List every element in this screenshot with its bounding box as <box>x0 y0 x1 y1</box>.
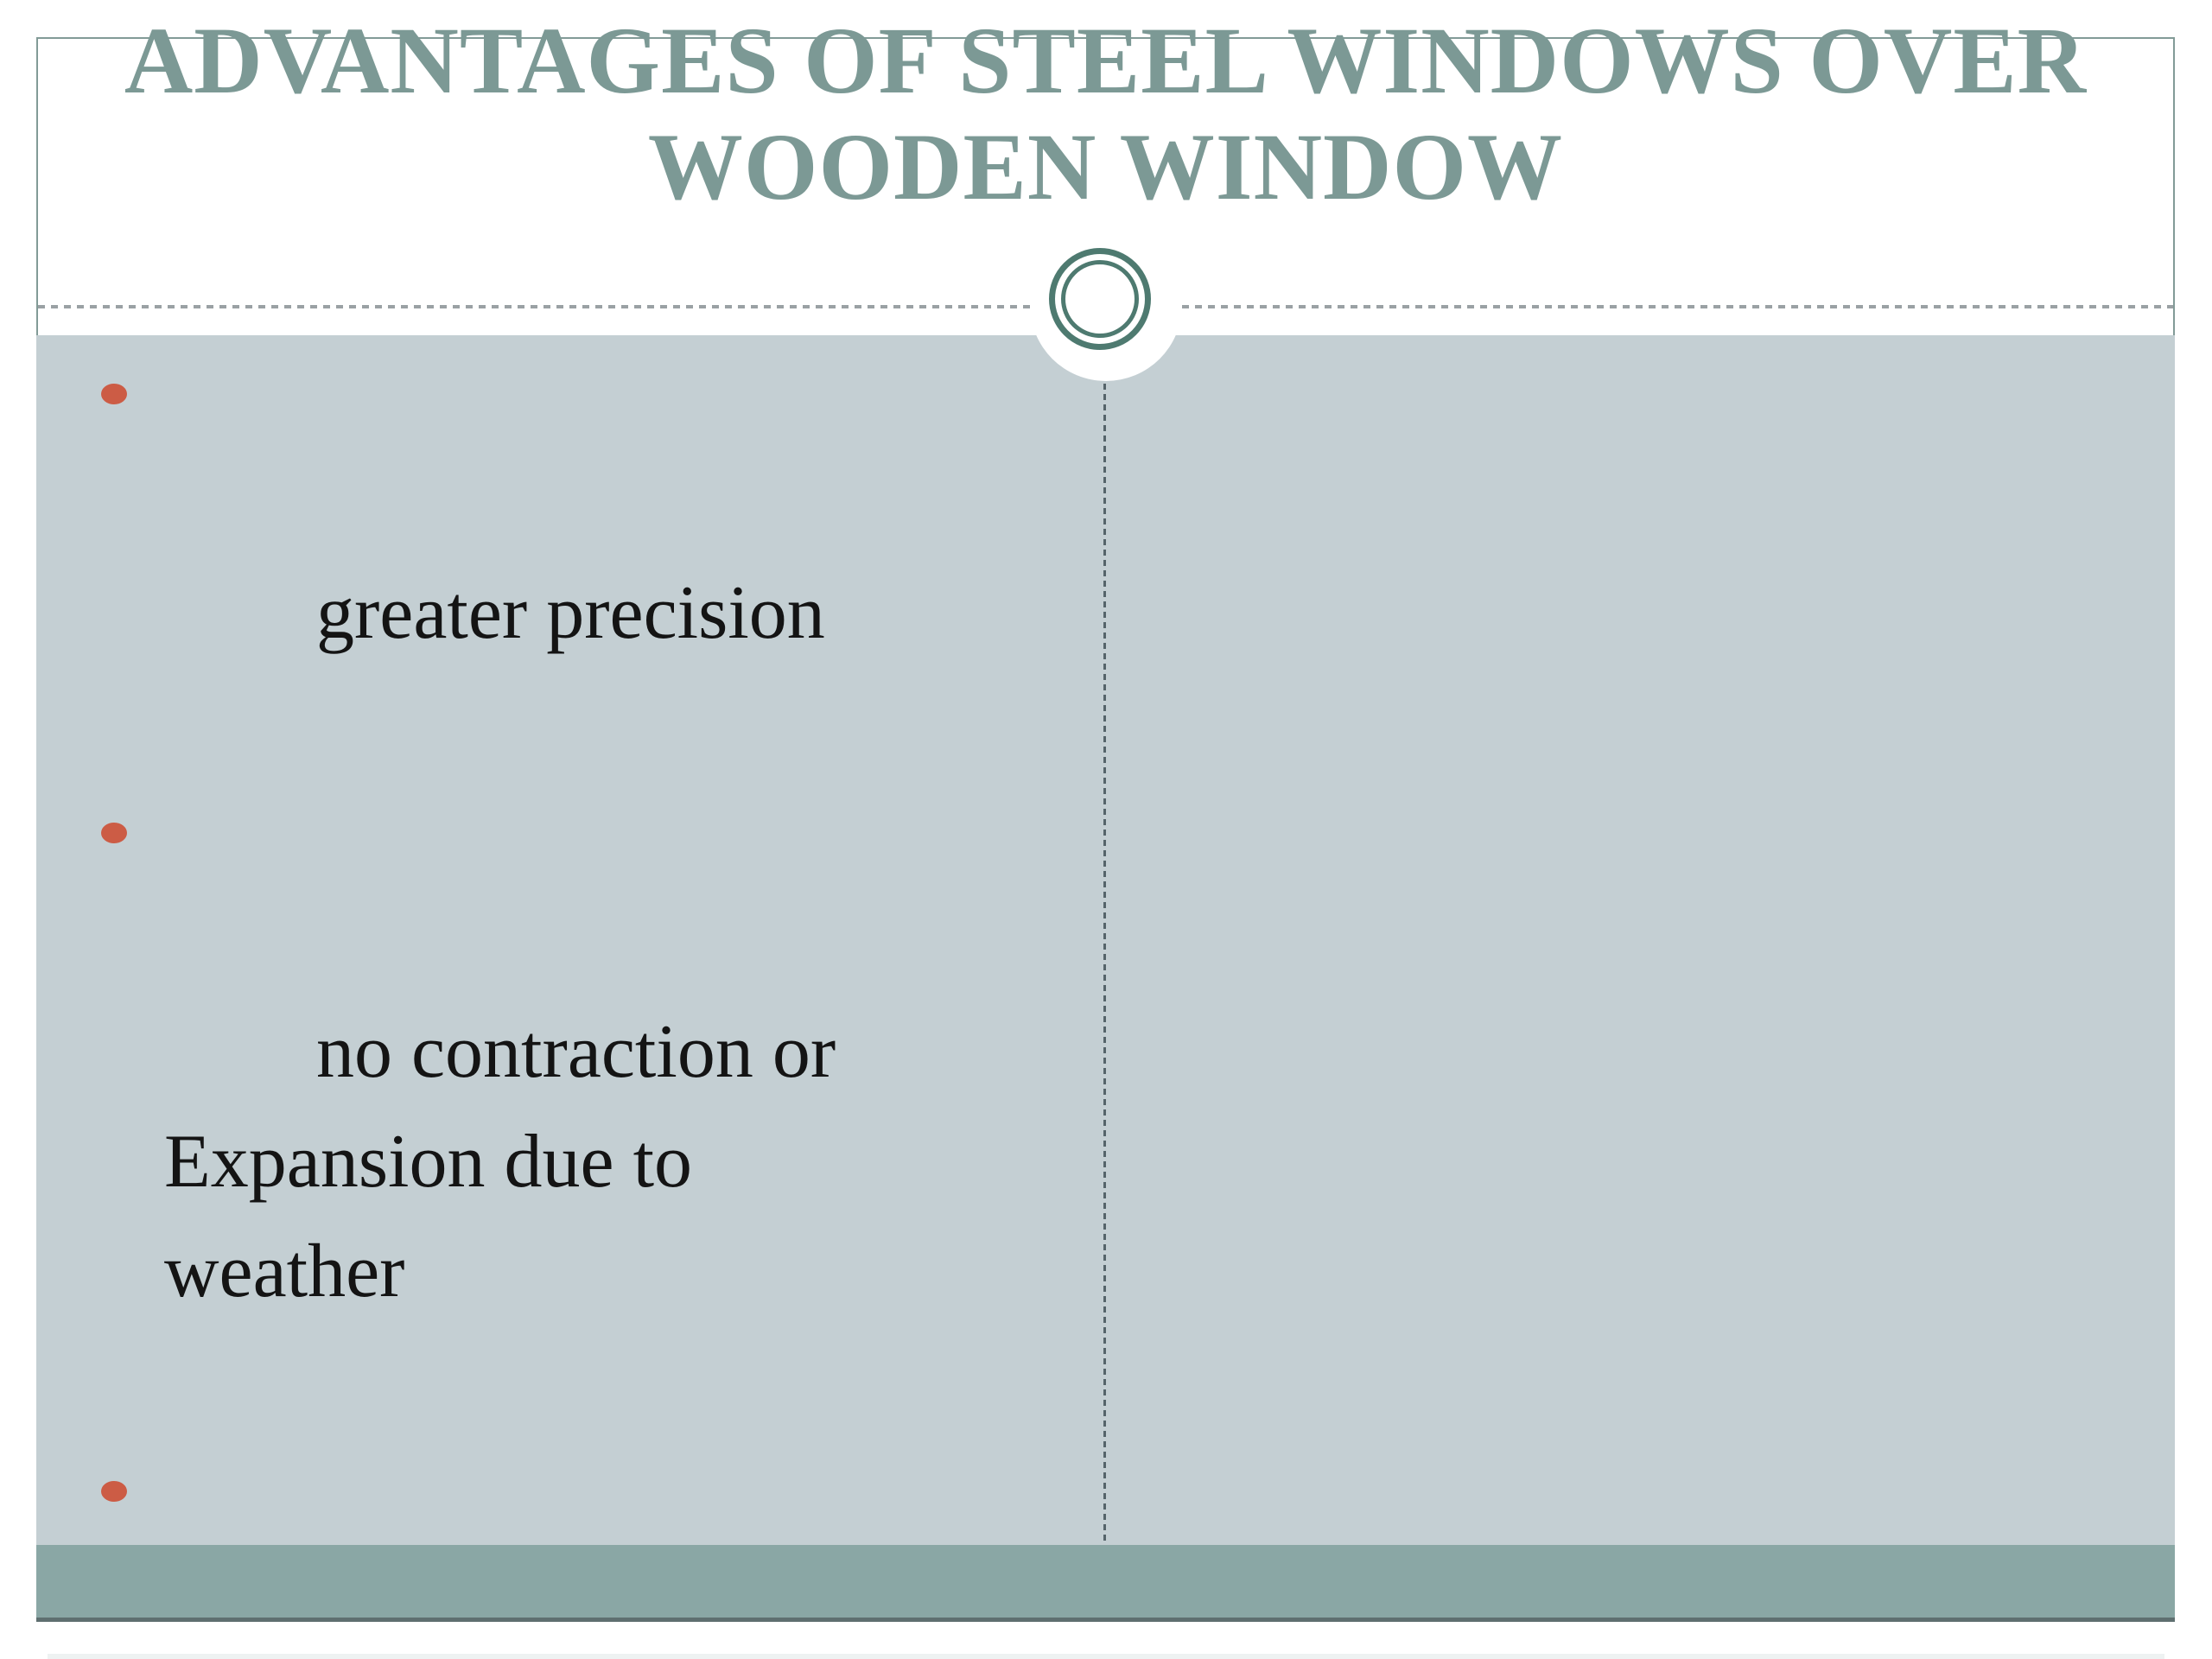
list-item: greater precision <box>36 339 1082 778</box>
bullet-icon <box>101 823 127 843</box>
list-item: Good apperance <box>36 1436 1082 1659</box>
advantages-list: greater precision no contraction or Expa… <box>36 339 1082 1659</box>
column-divider-dashed <box>1103 384 1106 1545</box>
next-slide-sliver <box>48 1654 2164 1659</box>
divider-dashed-right <box>1182 305 2173 308</box>
list-item-text: no contraction or Expansion due to weath… <box>164 1010 836 1313</box>
slide-title: ADVANTAGES OF STEEL WINDOWS OVER WOODEN … <box>124 8 2088 219</box>
double-circle-inner-icon <box>1061 260 1139 338</box>
list-item: no contraction or Expansion due to weath… <box>36 778 1082 1436</box>
footer-bar <box>36 1545 2175 1622</box>
bullet-icon <box>101 1481 127 1502</box>
double-circle-icon <box>1049 248 1151 350</box>
bullet-icon <box>101 384 127 404</box>
list-item-text: greater precision <box>316 571 825 655</box>
divider-dashed-left <box>38 305 1030 308</box>
